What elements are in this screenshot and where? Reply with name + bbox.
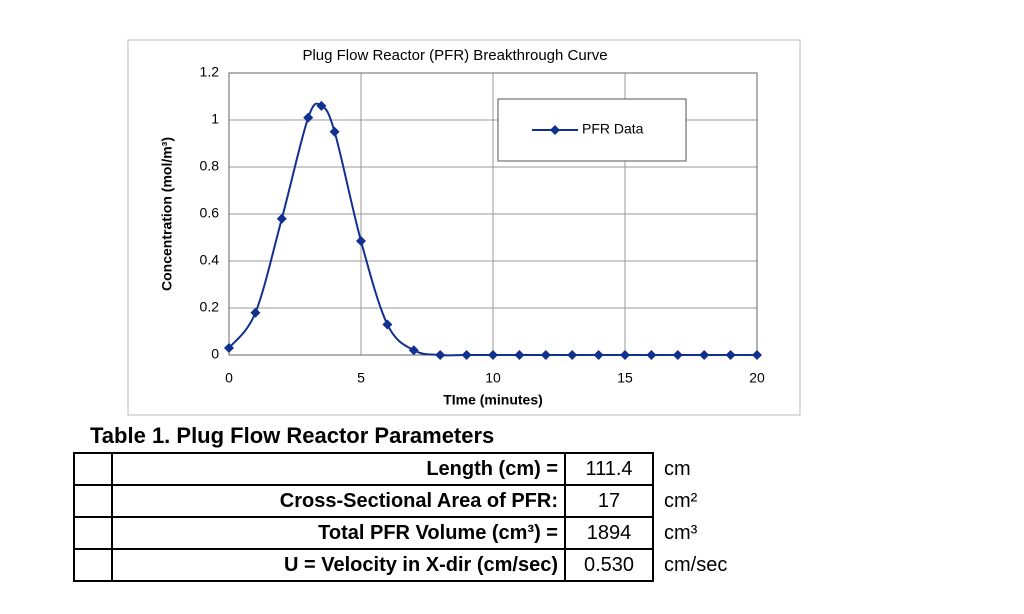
data-point — [725, 350, 736, 360]
table-cell: cm/sec — [651, 549, 734, 581]
table-cell — [73, 548, 113, 582]
table-row: Total PFR Volume (cm³) = 1894 cm³ — [73, 516, 734, 550]
data-point — [752, 350, 762, 360]
y-tick-label: 0 — [211, 346, 219, 362]
data-point — [672, 350, 683, 360]
data-point — [276, 213, 287, 224]
table-cell: cm³ — [651, 517, 734, 549]
data-point — [488, 350, 498, 360]
x-tick-label: 20 — [749, 370, 765, 386]
x-tick-label: 10 — [485, 370, 501, 386]
y-axis-label: Concentration (mol/m³) — [159, 137, 175, 291]
table-cell: Length (cm) = — [111, 452, 566, 486]
table-row: Cross-Sectional Area of PFR: 17 cm² — [73, 484, 734, 518]
parameter-table: Length (cm) = 111.4 cm Cross-Sectional Area… — [73, 452, 734, 582]
chart: Plug Flow Reactor (PFR) Breakthrough Cur… — [127, 39, 801, 416]
data-point — [382, 319, 393, 330]
table-row: Length (cm) = 111.4 cm — [73, 452, 734, 486]
table-cell: Total PFR Volume (cm³) = — [111, 516, 566, 550]
legend-box — [497, 98, 687, 162]
data-point — [250, 307, 261, 318]
data-point — [316, 100, 327, 111]
chart-title: Plug Flow Reactor (PFR) Breakthrough Cur… — [302, 47, 607, 64]
table-cell: 17 — [564, 484, 654, 518]
data-point — [567, 350, 578, 360]
legend-label: PFR Data — [582, 121, 644, 137]
data-point — [646, 350, 657, 360]
table-cell: 1894 — [564, 516, 654, 550]
data-point — [593, 350, 604, 360]
y-tick-label: 1.2 — [200, 64, 220, 80]
chart-frame — [127, 39, 801, 416]
y-tick-label: 0.6 — [200, 205, 220, 221]
y-tick-label: 0.2 — [200, 299, 220, 315]
x-axis-label: TIme (minutes) — [443, 392, 543, 408]
table-title: Table 1. Plug Flow Reactor Parameters — [90, 423, 495, 448]
table-cell: 0.530 — [564, 548, 654, 582]
table-cell — [73, 484, 113, 518]
data-point — [329, 126, 340, 137]
data-point — [514, 350, 525, 360]
table-row: U = Velocity in X-dir (cm/sec) 0.530 cm/se… — [73, 548, 734, 582]
data-point — [699, 350, 710, 360]
data-point — [408, 345, 419, 356]
data-point — [303, 112, 314, 123]
x-tick-label: 0 — [225, 370, 233, 386]
table-cell: 111.4 — [564, 452, 654, 486]
table-cell: cm — [651, 453, 734, 485]
y-tick-label: 0.8 — [200, 158, 220, 174]
table-cell: Cross-Sectional Area of PFR: — [111, 484, 566, 518]
data-point — [435, 350, 446, 360]
data-point — [461, 350, 472, 360]
legend-marker — [550, 125, 560, 135]
table-cell: U = Velocity in X-dir (cm/sec) — [111, 548, 566, 582]
x-tick-label: 5 — [357, 370, 365, 386]
data-point — [540, 350, 551, 360]
data-point — [224, 342, 234, 353]
table-cell — [73, 516, 113, 550]
table-cell: cm² — [651, 485, 734, 517]
table-cell — [73, 452, 113, 486]
data-point — [620, 350, 630, 360]
x-tick-label: 15 — [617, 370, 633, 386]
y-tick-label: 0.4 — [200, 252, 220, 268]
y-tick-label: 1 — [211, 111, 219, 127]
data-point — [356, 236, 366, 247]
